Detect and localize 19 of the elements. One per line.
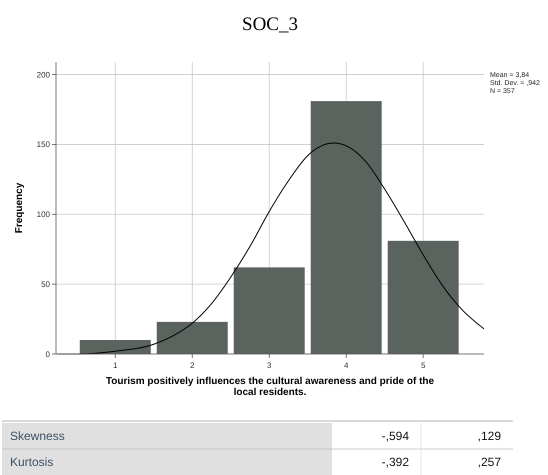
y-tick-label: 100 bbox=[36, 210, 51, 220]
x-tick-label: 3 bbox=[267, 361, 272, 370]
x-tick-label: 2 bbox=[190, 361, 196, 370]
text: -,594 bbox=[382, 429, 410, 443]
chart-title: SOC_3 bbox=[242, 14, 298, 35]
text: Skewness bbox=[10, 429, 65, 443]
text: -,392 bbox=[382, 455, 410, 469]
y-tick-label: 50 bbox=[41, 280, 51, 289]
text: ,129 bbox=[478, 429, 502, 443]
x-tick-label: 5 bbox=[420, 361, 426, 370]
x-tick-label: 1 bbox=[113, 361, 118, 370]
x-tick-label: 4 bbox=[344, 361, 349, 370]
x-axis-title: Tourism positively influences the cultural awareness and pride of the local residents. bbox=[106, 376, 435, 398]
y-tick-label: 200 bbox=[36, 70, 51, 80]
y-axis-title: Frequency bbox=[14, 182, 25, 234]
y-tick-label: 150 bbox=[36, 140, 51, 150]
y-tick-label: 0 bbox=[46, 350, 51, 359]
text: Kurtosis bbox=[10, 455, 54, 469]
text: ,257 bbox=[478, 455, 502, 469]
